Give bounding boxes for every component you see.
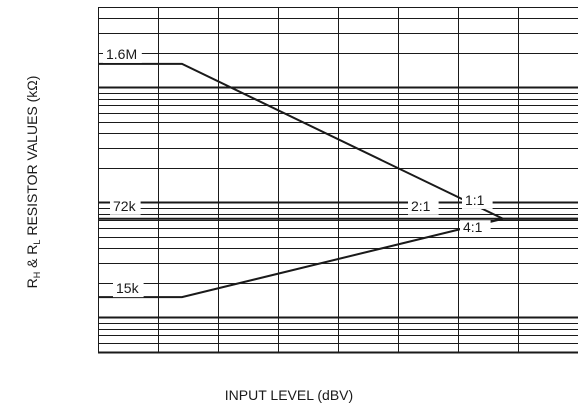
- level-label-mid-bg: [110, 198, 141, 215]
- x-axis-label: INPUT LEVEL (dBV): [224, 387, 354, 403]
- level-label-mid: 72k: [113, 198, 137, 214]
- ratio-label-1to1: 1:1: [465, 192, 485, 208]
- level-label-high: 1.6M: [106, 46, 137, 62]
- grid: [98, 7, 578, 354]
- ratio-label-4to1-bg: [460, 220, 491, 237]
- ratio-label-4to1: 4:1: [463, 219, 483, 235]
- level-label-high-bg: [103, 46, 142, 63]
- ratio-label-2to1-bg: [408, 198, 439, 215]
- annotation-labels: 1.6M 72k 15k 1:1 2:1 4:1: [103, 46, 493, 298]
- level-label-low-bg: [113, 281, 144, 298]
- ratio-label-2to1: 2:1: [411, 198, 431, 214]
- ratio-label-1to1-bg: [462, 192, 493, 209]
- level-label-low: 15k: [116, 280, 140, 296]
